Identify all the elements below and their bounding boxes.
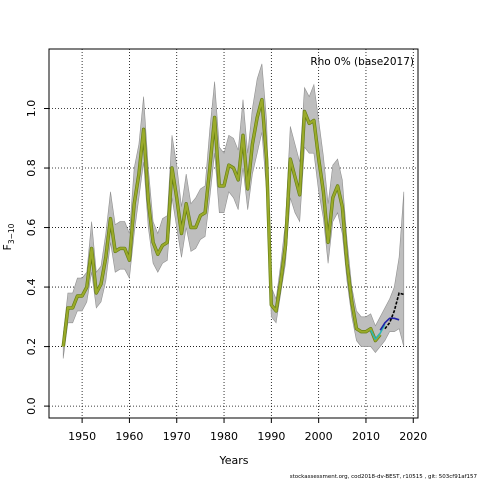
- y-tick-label: 0.0: [25, 397, 38, 415]
- x-tick-label: 2020: [399, 430, 427, 443]
- y-tick-label: 1.0: [25, 100, 38, 118]
- x-tick-label: 2000: [305, 430, 333, 443]
- x-tick-label: 1950: [68, 430, 96, 443]
- x-tick-label: 1980: [210, 430, 238, 443]
- y-tick-label: 0.4: [25, 278, 38, 296]
- plot-frame: [48, 48, 419, 419]
- x-tick-label: 1970: [163, 430, 191, 443]
- footer-caption: stockassessment.org, cod2018-dv-BEST, r1…: [290, 474, 478, 480]
- series-lines: [61, 97, 405, 347]
- legend-text: Rho 0% (base2017): [310, 56, 414, 68]
- y-axis-title-group: F3−10: [1, 223, 16, 250]
- series-line-series_black: [384, 292, 405, 330]
- y-tick-label: 0.8: [25, 159, 38, 177]
- y-axis-title-subscript: 3−10: [7, 223, 16, 244]
- x-tick-label: 1990: [257, 430, 285, 443]
- confidence-band: [62, 63, 405, 359]
- x-axis-title: Years: [218, 454, 248, 467]
- x-tick-label: 1960: [115, 430, 143, 443]
- series-line-main_line: [62, 98, 382, 347]
- series-line-series_blue: [379, 317, 400, 331]
- series-line-series_cyan: [369, 323, 386, 340]
- y-tick-label: 0.6: [25, 219, 38, 237]
- svg-text:F3−10: F3−10: [1, 223, 16, 250]
- x-axis: 1950 1960 1970 1980 1990 2000 2010 2020: [68, 417, 427, 443]
- y-tick-label: 0.2: [25, 338, 38, 356]
- grid-lines: [49, 49, 418, 418]
- y-axis-title: F: [1, 244, 14, 250]
- y-axis: 0.0 0.2 0.4 0.6 0.8 1.0: [25, 100, 50, 415]
- x-tick-label: 2010: [352, 430, 380, 443]
